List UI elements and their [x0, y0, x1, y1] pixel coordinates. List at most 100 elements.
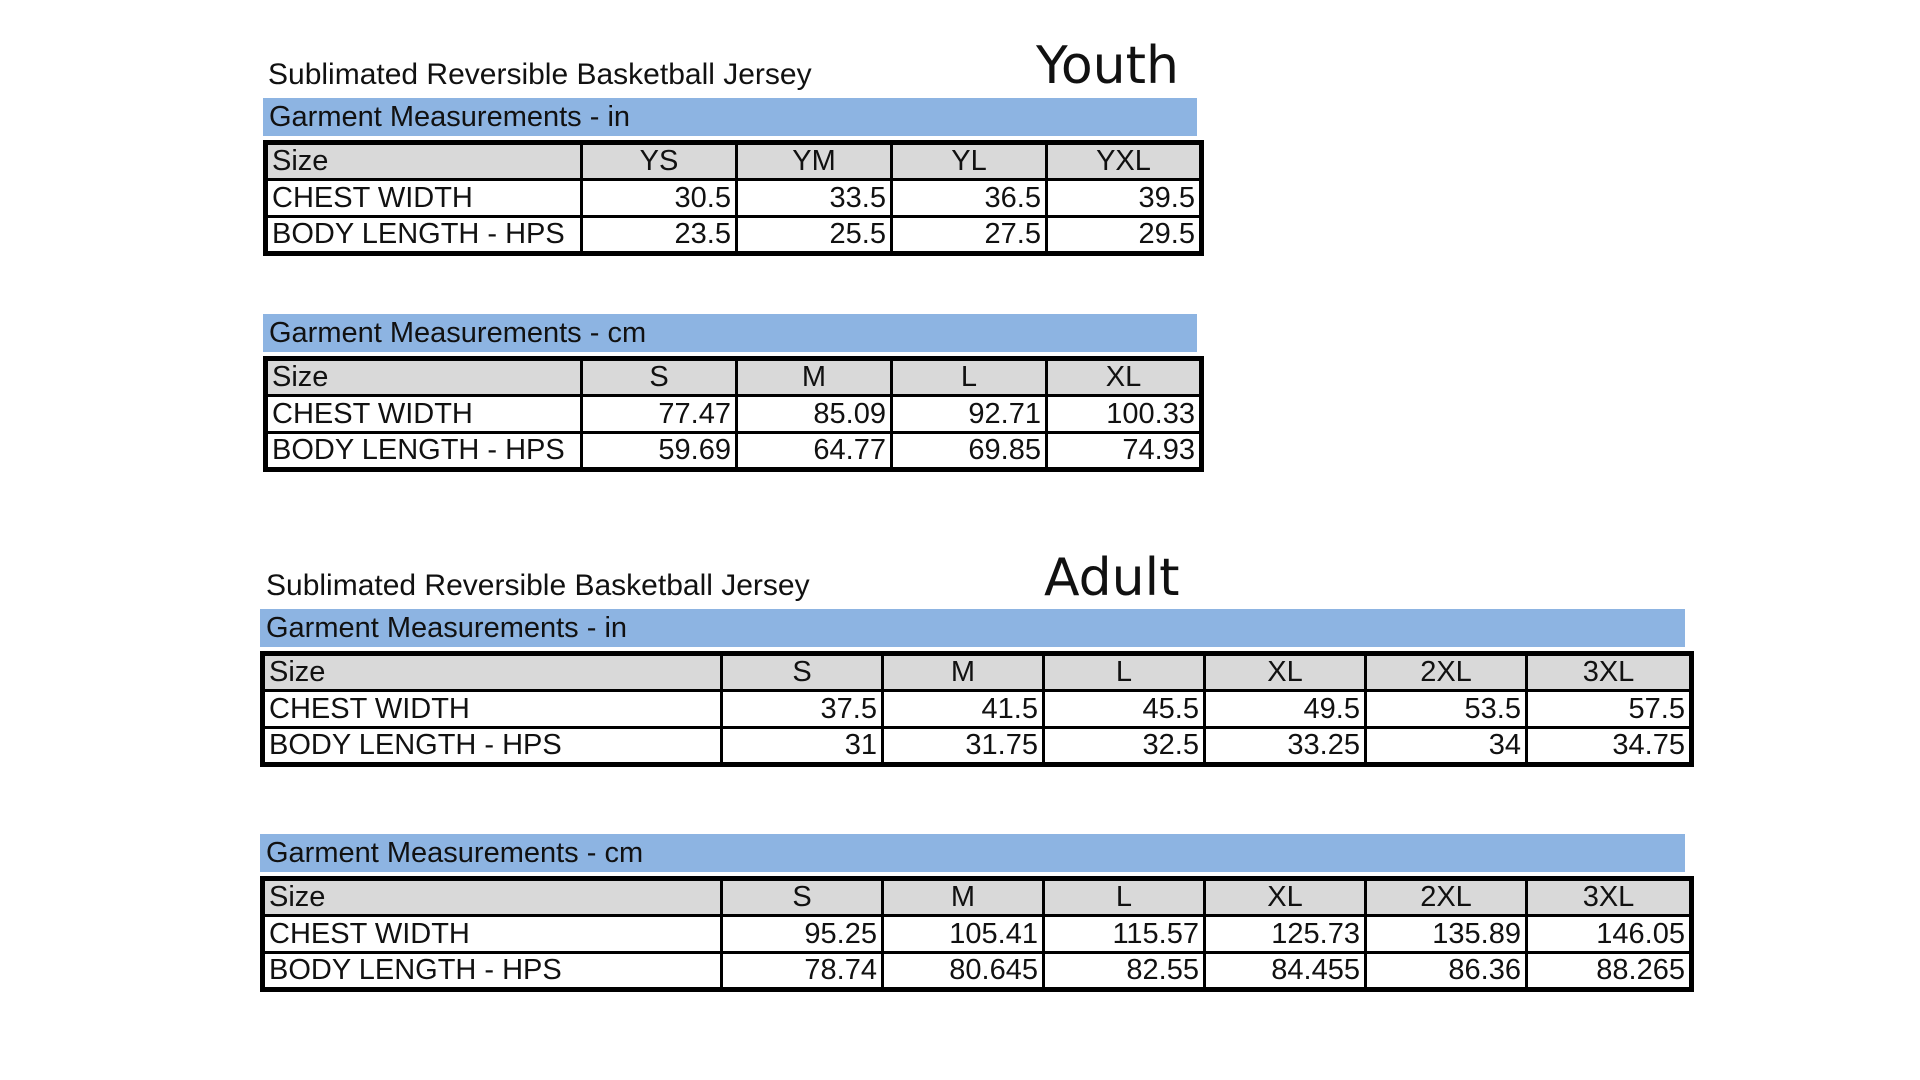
size-header-cell: Size: [261, 652, 723, 692]
size-cell: S: [580, 357, 738, 397]
value-cell: 59.69: [580, 431, 738, 471]
value-cell: 25.5: [735, 215, 893, 255]
value-cell: 34.75: [1525, 726, 1693, 766]
youth-cm-block: Garment Measurements - cm Size S M L XL …: [263, 314, 1204, 472]
row-label: BODY LENGTH - HPS: [264, 431, 583, 471]
adult-cm-block: Garment Measurements - cm Size S M L XL …: [260, 834, 1694, 992]
value-cell: 32.5: [1042, 726, 1206, 766]
value-cell: 85.09: [735, 394, 893, 434]
size-cell: 2XL: [1364, 877, 1528, 917]
size-cell: YXL: [1045, 141, 1203, 181]
value-cell: 36.5: [890, 178, 1048, 218]
value-cell: 86.36: [1364, 951, 1528, 991]
value-cell: 77.47: [580, 394, 738, 434]
row-label: BODY LENGTH - HPS: [261, 951, 723, 991]
size-cell: L: [1042, 652, 1206, 692]
value-cell: 57.5: [1525, 689, 1693, 729]
value-cell: 80.645: [881, 951, 1045, 991]
adult-title: Adult: [1044, 548, 1180, 608]
table-header-row: Size S M L XL 2XL 3XL: [261, 652, 1693, 692]
value-cell: 33.5: [735, 178, 893, 218]
value-cell: 115.57: [1042, 914, 1206, 954]
table-header-row: Size S M L XL 2XL 3XL: [261, 877, 1693, 917]
size-cell: L: [1042, 877, 1206, 917]
table-row: CHEST WIDTH 37.5 41.5 45.5 49.5 53.5 57.…: [261, 689, 1693, 729]
size-cell: YL: [890, 141, 1048, 181]
value-cell: 41.5: [881, 689, 1045, 729]
value-cell: 33.25: [1203, 726, 1367, 766]
size-cell: 3XL: [1525, 652, 1693, 692]
value-cell: 31.75: [881, 726, 1045, 766]
adult-inch-heading: Garment Measurements - in: [260, 609, 1685, 647]
row-label: CHEST WIDTH: [264, 178, 583, 218]
value-cell: 82.55: [1042, 951, 1206, 991]
table-row: CHEST WIDTH 95.25 105.41 115.57 125.73 1…: [261, 914, 1693, 954]
value-cell: 30.5: [580, 178, 738, 218]
size-cell: XL: [1203, 652, 1367, 692]
value-cell: 105.41: [881, 914, 1045, 954]
table-header-row: Size YS YM YL YXL: [264, 141, 1203, 181]
size-header-cell: Size: [261, 877, 723, 917]
size-cell: YM: [735, 141, 893, 181]
adult-cm-heading: Garment Measurements - cm: [260, 834, 1685, 872]
value-cell: 53.5: [1364, 689, 1528, 729]
table-row: CHEST WIDTH 77.47 85.09 92.71 100.33: [264, 394, 1203, 434]
size-cell: XL: [1203, 877, 1367, 917]
size-cell: XL: [1045, 357, 1203, 397]
size-cell: 2XL: [1364, 652, 1528, 692]
value-cell: 39.5: [1045, 178, 1203, 218]
row-label: BODY LENGTH - HPS: [264, 215, 583, 255]
size-cell: L: [890, 357, 1048, 397]
adult-inch-block: Garment Measurements - in Size S M L XL …: [260, 609, 1694, 767]
youth-inch-heading: Garment Measurements - in: [263, 98, 1197, 136]
youth-product-title: Sublimated Reversible Basketball Jersey: [268, 58, 812, 91]
value-cell: 23.5: [580, 215, 738, 255]
value-cell: 64.77: [735, 431, 893, 471]
value-cell: 95.25: [720, 914, 884, 954]
value-cell: 27.5: [890, 215, 1048, 255]
size-cell: 3XL: [1525, 877, 1693, 917]
size-header-cell: Size: [264, 141, 583, 181]
size-cell: YS: [580, 141, 738, 181]
value-cell: 69.85: [890, 431, 1048, 471]
value-cell: 125.73: [1203, 914, 1367, 954]
value-cell: 78.74: [720, 951, 884, 991]
table-row: BODY LENGTH - HPS 31 31.75 32.5 33.25 34…: [261, 726, 1693, 766]
adult-cm-table: Size S M L XL 2XL 3XL CHEST WIDTH 95.25 …: [260, 876, 1694, 992]
row-label: CHEST WIDTH: [261, 689, 723, 729]
size-cell: M: [881, 877, 1045, 917]
youth-cm-heading: Garment Measurements - cm: [263, 314, 1197, 352]
value-cell: 146.05: [1525, 914, 1693, 954]
table-header-row: Size S M L XL: [264, 357, 1203, 397]
value-cell: 49.5: [1203, 689, 1367, 729]
value-cell: 100.33: [1045, 394, 1203, 434]
value-cell: 88.265: [1525, 951, 1693, 991]
size-cell: M: [881, 652, 1045, 692]
youth-inch-table: Size YS YM YL YXL CHEST WIDTH 30.5 33.5 …: [263, 140, 1204, 256]
size-cell: S: [720, 652, 884, 692]
adult-inch-table: Size S M L XL 2XL 3XL CHEST WIDTH 37.5 4…: [260, 651, 1694, 767]
row-label: CHEST WIDTH: [261, 914, 723, 954]
size-cell: M: [735, 357, 893, 397]
table-row: CHEST WIDTH 30.5 33.5 36.5 39.5: [264, 178, 1203, 218]
youth-cm-table: Size S M L XL CHEST WIDTH 77.47 85.09 92…: [263, 356, 1204, 472]
youth-title: Youth: [1036, 36, 1179, 96]
row-label: CHEST WIDTH: [264, 394, 583, 434]
value-cell: 74.93: [1045, 431, 1203, 471]
value-cell: 31: [720, 726, 884, 766]
value-cell: 34: [1364, 726, 1528, 766]
value-cell: 45.5: [1042, 689, 1206, 729]
value-cell: 29.5: [1045, 215, 1203, 255]
size-header-cell: Size: [264, 357, 583, 397]
value-cell: 37.5: [720, 689, 884, 729]
table-row: BODY LENGTH - HPS 59.69 64.77 69.85 74.9…: [264, 431, 1203, 471]
value-cell: 135.89: [1364, 914, 1528, 954]
table-row: BODY LENGTH - HPS 78.74 80.645 82.55 84.…: [261, 951, 1693, 991]
value-cell: 92.71: [890, 394, 1048, 434]
value-cell: 84.455: [1203, 951, 1367, 991]
adult-product-title: Sublimated Reversible Basketball Jersey: [266, 569, 810, 602]
table-row: BODY LENGTH - HPS 23.5 25.5 27.5 29.5: [264, 215, 1203, 255]
size-cell: S: [720, 877, 884, 917]
youth-inch-block: Garment Measurements - in Size YS YM YL …: [263, 98, 1204, 256]
row-label: BODY LENGTH - HPS: [261, 726, 723, 766]
